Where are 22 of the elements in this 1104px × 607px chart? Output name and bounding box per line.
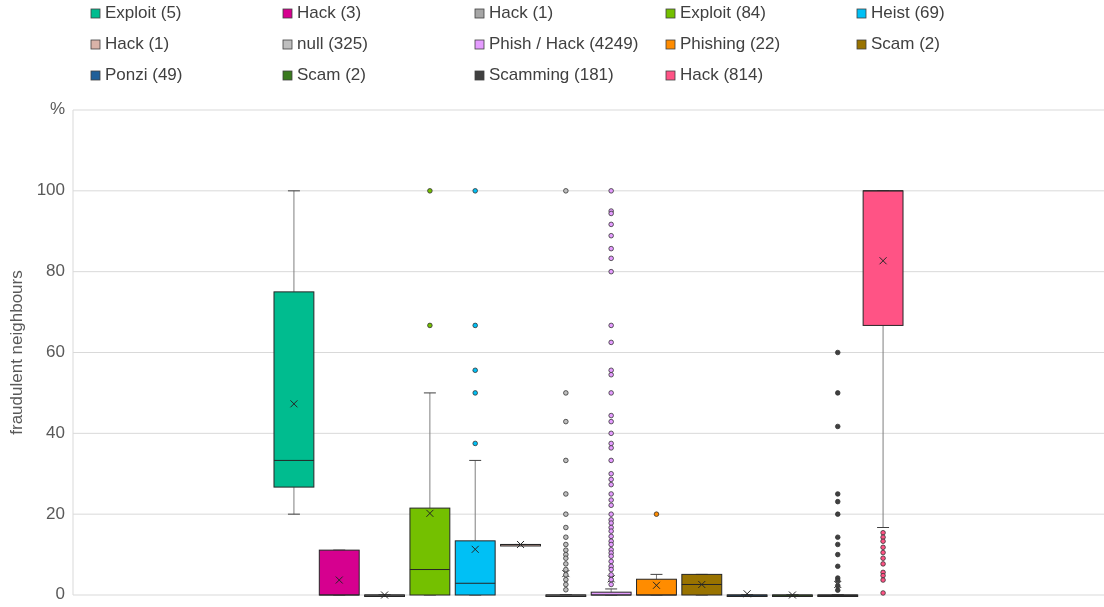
y-tick-label: 100 (36, 180, 65, 200)
y-tick-label: 0 (55, 584, 65, 604)
y-tick-label: 60 (46, 341, 65, 361)
legend-label: null (325) (297, 34, 368, 54)
y-tick-label: 20 (46, 503, 65, 523)
y-axis-title: fraudulent neighbours (7, 270, 26, 435)
y-tick-label: % (49, 99, 65, 119)
legend-label: Hack (1) (105, 34, 170, 54)
legend-label: Scam (2) (297, 65, 366, 85)
legend-label: Scamming (181) (489, 65, 614, 85)
legend-label: Exploit (5) (105, 3, 182, 23)
legend-label: Scam (2) (871, 34, 940, 54)
legend-label: Hack (3) (297, 3, 362, 23)
legend-label: Hack (1) (489, 3, 554, 23)
y-tick-label: 80 (46, 261, 65, 281)
legend-label: Hack (814) (680, 65, 764, 85)
legend-label: Phishing (22) (680, 34, 781, 54)
legend-label: Exploit (84) (680, 3, 766, 23)
legend-label: Phish / Hack (4249) (489, 34, 639, 54)
legend-label: Ponzi (49) (105, 65, 183, 85)
legend-label: Heist (69) (871, 3, 945, 23)
y-tick-label: 40 (46, 422, 65, 442)
